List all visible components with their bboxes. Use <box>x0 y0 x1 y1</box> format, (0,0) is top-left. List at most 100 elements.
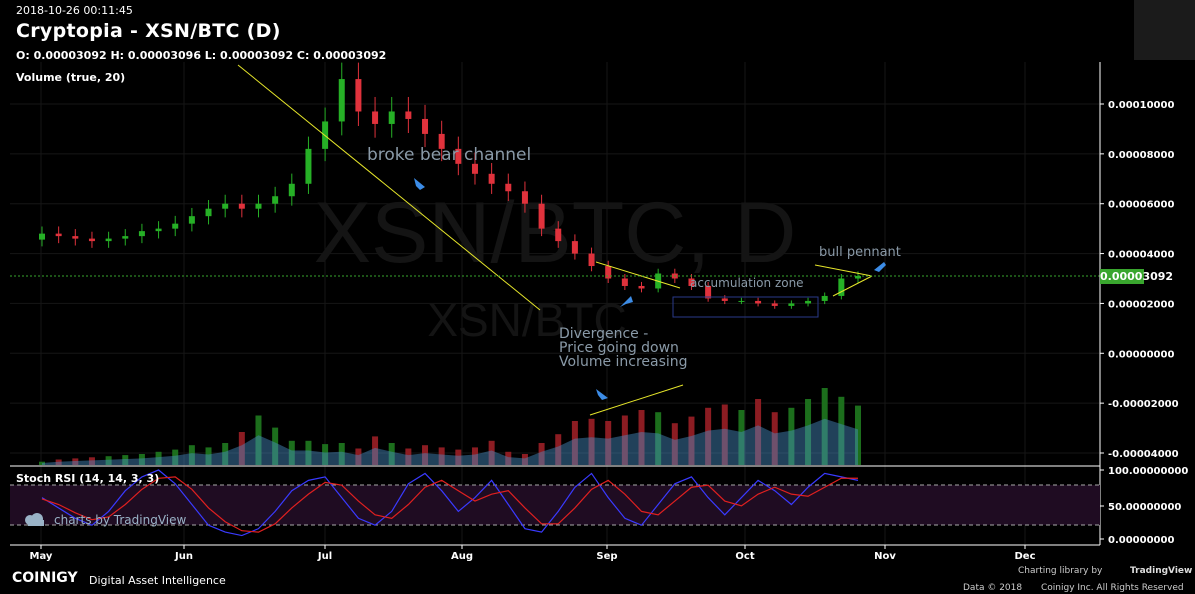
candle-body <box>771 303 778 306</box>
volume-indicator-label[interactable]: Volume (true, 20) <box>16 71 126 84</box>
volume-bar <box>505 451 512 465</box>
y-tick-label: 0.00008000 <box>1108 150 1174 161</box>
y-tick-label: -0.00004000 <box>1108 449 1179 460</box>
candle-body <box>288 183 295 197</box>
watermark-small: XSN/BTC <box>427 294 626 346</box>
volume-bar <box>655 412 662 465</box>
volume-bar <box>571 421 578 465</box>
annotation-broke-bear-channel: broke bear channel <box>367 145 531 165</box>
volume-series <box>39 388 861 465</box>
tradingview-watermark[interactable]: charts by TradingView <box>54 513 187 527</box>
candle-body <box>755 300 762 304</box>
candle-body <box>788 303 795 306</box>
volume-bar <box>471 447 478 465</box>
coinigy-logo-box[interactable] <box>1134 0 1195 60</box>
volume-bar <box>738 410 745 465</box>
arrow-icon <box>596 389 608 400</box>
chart-title: Cryptopia - XSN/BTC (D) <box>16 20 281 42</box>
candle-body <box>705 285 712 299</box>
stoch-rsi-d-line <box>41 476 858 533</box>
y-tick-label: 0.00006000 <box>1108 200 1174 211</box>
volume-bar <box>788 407 795 465</box>
timestamp: 2018-10-26 00:11:45 <box>16 4 133 17</box>
candle-body <box>355 79 362 112</box>
watermark-large: XSN/BTC, D <box>314 185 797 281</box>
volume-bar <box>555 434 562 465</box>
candle-body <box>555 228 562 242</box>
x-tick-label: Dec <box>1014 551 1035 562</box>
volume-bar <box>838 396 845 465</box>
volume-bar <box>455 449 462 465</box>
volume-bar <box>272 427 279 465</box>
stoch-rsi-k-line <box>41 469 859 537</box>
volume-bar <box>771 412 778 465</box>
descending-line <box>595 261 681 289</box>
price-axis: 0.00010000 0.00008000 0.00006000 0.00004000… <box>1100 100 1179 460</box>
bear-channel-line <box>237 64 541 311</box>
x-tick-label: Nov <box>874 551 896 562</box>
candle-body <box>805 300 812 304</box>
candle-body <box>372 111 379 124</box>
candle-body <box>388 111 395 124</box>
tradingview-cloud-icon <box>25 513 44 526</box>
volume-bar <box>305 440 312 465</box>
volume-bar <box>438 447 445 465</box>
volume-bar <box>821 388 828 465</box>
annotation-accumulation-zone: accumulation zone <box>690 276 804 290</box>
candle-body <box>405 111 412 119</box>
volume-bar <box>172 449 179 465</box>
stoch-rsi-label[interactable]: Stoch RSI (14, 14, 3, 3) <box>16 472 160 485</box>
charting-library-label: Charting library by <box>1018 566 1103 576</box>
candle-body <box>72 236 79 239</box>
candle-body <box>255 203 262 209</box>
brand-name[interactable]: COINIGY <box>12 570 78 586</box>
volume-bar <box>388 443 395 465</box>
x-tick-label: Oct <box>735 551 754 562</box>
tradingview-label[interactable]: TradingView <box>1130 566 1193 576</box>
candle-body <box>172 223 179 229</box>
volume-bar <box>355 448 362 465</box>
candle-body <box>855 276 861 279</box>
volume-bar <box>72 458 79 465</box>
candle-body <box>338 79 345 122</box>
rsi-tick-label: 100.00000000 <box>1108 466 1188 477</box>
candle-body <box>621 278 628 286</box>
candle-body <box>272 196 279 204</box>
candle-body <box>605 266 612 279</box>
annotation-divergence-3: Volume increasing <box>559 354 688 370</box>
arrow-icon <box>414 178 425 190</box>
volume-bar <box>855 405 861 465</box>
y-tick-label: 0.00010000 <box>1108 100 1174 111</box>
x-tick-label: Sep <box>596 551 617 562</box>
volume-bar <box>155 451 162 465</box>
volume-bar <box>188 445 195 465</box>
candle-body <box>438 133 445 149</box>
volume-bar <box>39 461 45 465</box>
volume-bar <box>805 399 812 465</box>
annotation-bull-pennant: bull pennant <box>819 245 901 260</box>
volume-bar <box>605 421 612 465</box>
candle-body <box>455 148 462 164</box>
current-price-tag: 0.00003092 <box>1100 269 1174 284</box>
volume-bar <box>538 443 545 465</box>
candle-body <box>188 216 195 224</box>
candle-body <box>538 203 545 229</box>
volume-bar <box>671 423 678 465</box>
volume-bar <box>238 432 245 465</box>
volume-bar <box>405 448 412 465</box>
volume-bar <box>322 444 329 465</box>
candle-body <box>505 183 512 192</box>
x-tick-label: May <box>30 551 53 562</box>
volume-bar <box>105 456 112 465</box>
candle-body <box>122 236 129 239</box>
volume-bar <box>588 418 595 465</box>
stoch-rsi-series <box>41 469 859 537</box>
candle-body <box>155 228 162 232</box>
volume-bar <box>288 440 295 465</box>
candle-body <box>688 278 695 286</box>
candle-body <box>205 208 212 217</box>
candle-body <box>39 233 45 240</box>
volume-bar <box>638 410 645 465</box>
pennant-top-line <box>814 264 873 277</box>
